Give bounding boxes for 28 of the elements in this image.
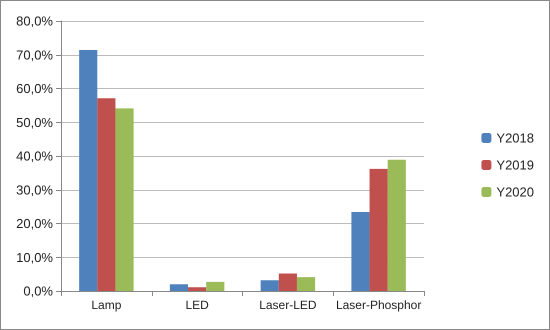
legend-label: Y2018 xyxy=(496,130,534,146)
bar xyxy=(115,108,134,291)
bar xyxy=(260,280,279,291)
bar xyxy=(97,98,116,291)
y-tick-label: 80,0% xyxy=(16,14,54,28)
y-tick-label: 40,0% xyxy=(16,148,54,164)
y-tick-label: 60,0% xyxy=(16,81,54,96)
bar xyxy=(388,160,406,291)
y-tick-label: 0,0% xyxy=(23,284,54,298)
bar xyxy=(351,212,370,291)
y-tick-label: 50,0% xyxy=(16,114,54,130)
x-tick-label: LED xyxy=(185,298,210,312)
bar xyxy=(188,287,206,291)
legend-label: Y2019 xyxy=(496,158,534,172)
bar xyxy=(170,284,188,291)
bar xyxy=(79,50,98,291)
bar xyxy=(296,277,316,291)
y-tick-label: 30,0% xyxy=(16,182,54,198)
y-tick-label: 10,0% xyxy=(16,250,54,265)
y-tick-label: 20,0% xyxy=(16,216,54,231)
bar xyxy=(278,273,297,291)
bar xyxy=(206,282,224,291)
x-tick-label: Lamp xyxy=(91,298,122,312)
x-tick-label: Laser-LED xyxy=(259,298,317,312)
y-tick-label: 70,0% xyxy=(16,47,54,62)
bar xyxy=(370,168,388,291)
x-tick-label: Laser-Phosphor xyxy=(336,298,422,312)
legend-label: Y2020 xyxy=(496,184,534,200)
